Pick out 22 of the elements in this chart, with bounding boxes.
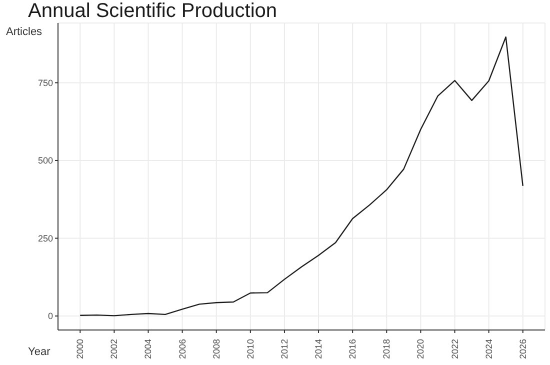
x-tick-label: 2012: [279, 339, 290, 360]
x-tick-label: 2004: [143, 339, 154, 360]
x-tick-label: 2000: [75, 339, 86, 360]
x-tick-label: 2010: [245, 339, 256, 360]
x-tick-label: 2022: [450, 339, 460, 360]
y-tick-label: 250: [38, 233, 53, 244]
y-tick-label: 500: [38, 156, 53, 166]
line-series: [80, 36, 524, 316]
x-tick-label: 2020: [416, 339, 426, 360]
x-tick-label: 2008: [211, 339, 222, 360]
x-tick-label: 2018: [382, 339, 392, 360]
y-axis-title: Articles: [6, 26, 42, 38]
x-tick-label: 2014: [314, 339, 324, 360]
x-tick-label: 2016: [348, 339, 358, 360]
y-tick-label: 750: [38, 78, 53, 88]
chart-title: Annual Scientific Production: [28, 0, 278, 23]
x-tick-label: 2026: [518, 339, 528, 360]
x-tick-label: 2006: [177, 339, 188, 360]
y-tick-label: 0: [48, 311, 53, 322]
x-axis-title: Year: [28, 346, 50, 358]
x-tick-label: 2024: [484, 339, 494, 360]
x-tick-label: 2002: [109, 339, 120, 360]
